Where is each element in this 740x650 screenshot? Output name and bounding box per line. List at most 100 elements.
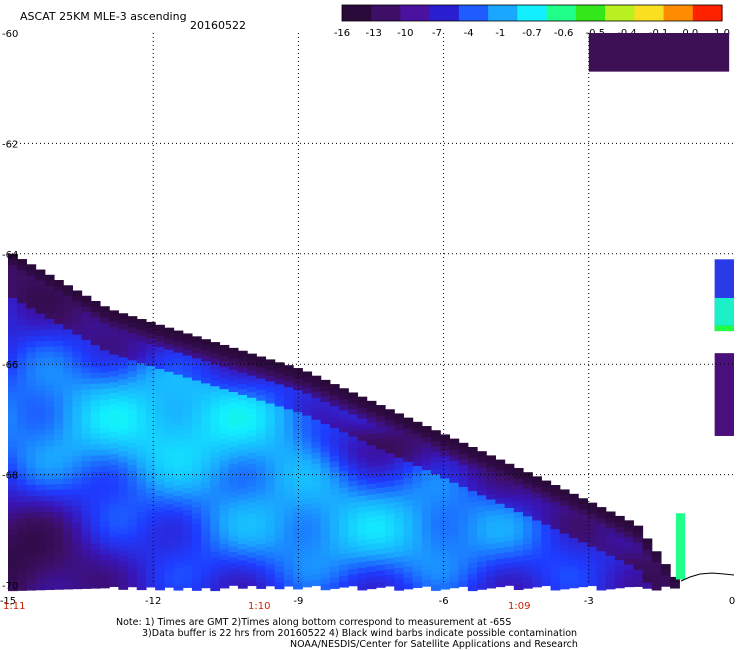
heatmap-cell [17,573,27,580]
heatmap-cell [118,528,129,535]
heatmap-cell [237,394,248,402]
heatmap-cell [440,473,451,480]
heatmap-cell [145,321,156,329]
heatmap-cell [375,543,386,550]
heatmap-cell [109,343,119,350]
heatmap-cell [8,447,18,454]
heatmap-cell [449,576,460,583]
heatmap-cell [109,475,119,483]
heatmap-cell [532,520,542,527]
heatmap-cell [394,573,405,580]
heatmap-cell [228,380,239,388]
heatmap-cell [109,514,119,521]
heatmap-cell [283,453,294,460]
heatmap-cell [8,496,18,503]
heatmap-cell [587,541,598,548]
heatmap-cell [283,459,294,466]
heatmap-cell [403,500,414,507]
heatmap-cell [210,518,221,525]
heatmap-cell [247,530,257,537]
heatmap-cell [127,492,138,499]
heatmap-cell [118,434,129,441]
heatmap-cell [522,543,533,551]
heatmap-cell [44,473,55,480]
heatmap-cell [136,539,147,546]
heatmap-cell [17,512,27,520]
heatmap-cell [210,573,221,581]
heatmap-cell [624,525,634,532]
heatmap-cell [283,530,294,537]
heatmap-cell [624,547,634,555]
heatmap-cell [403,522,414,529]
heatmap-cell [99,422,110,429]
heatmap-cell [8,502,18,509]
heatmap-cell [265,480,276,487]
heatmap-cell [72,411,83,419]
heatmap-cell [228,392,239,399]
heatmap-cell [72,340,83,347]
heatmap-cell [210,342,221,349]
heatmap-cell [458,492,469,499]
heatmap-cell [72,356,83,363]
heatmap-cell [8,397,18,404]
heatmap-cell [53,583,64,590]
heatmap-cell [504,474,515,481]
heatmap-cell [458,464,469,472]
heatmap-cell [182,559,193,566]
heatmap-cell [339,393,349,400]
heatmap-cell [81,444,92,451]
heatmap-cell [90,416,101,424]
heatmap-cell [541,519,552,526]
heatmap-cell [431,573,441,580]
heatmap-cell [127,349,138,356]
heatmap-cell [440,434,451,441]
heatmap-cell [614,565,625,572]
heatmap-cell [63,373,73,380]
heatmap-cell [44,368,55,375]
heatmap-cell [72,445,83,452]
heatmap-cell [513,506,524,513]
heatmap-cell [366,400,377,407]
heatmap-cell [136,423,147,431]
heatmap-cell [72,549,83,557]
heatmap-cell [375,581,386,588]
heatmap-cell [63,439,73,446]
heatmap-cell [53,544,64,552]
heatmap-cell [35,379,46,387]
heatmap-cell [522,516,533,523]
heatmap-cell [532,570,542,577]
heatmap-cell [191,518,202,525]
heatmap-cell [237,450,248,457]
heatmap-cell [522,554,533,562]
heatmap-cell [421,575,432,582]
heatmap-cell [99,400,110,407]
heatmap-cell [26,562,37,569]
heatmap-cell [90,317,101,324]
heatmap-cell [467,463,478,470]
heatmap-cell [17,308,27,315]
heatmap-cell [8,435,18,443]
heatmap-cell [237,554,248,562]
heatmap-cell [495,569,506,577]
heatmap-cell [375,438,386,445]
heatmap-cell [458,453,469,460]
heatmap-cell [339,553,349,560]
heatmap-cell [265,547,276,554]
heatmap-cell [228,425,239,432]
heatmap-cell [495,575,506,582]
heatmap-cell [357,545,368,552]
heatmap-cell [81,499,92,507]
heatmap-cell [311,579,322,587]
heatmap-cell [311,397,322,404]
heatmap-cell [164,504,175,511]
heatmap-cell [237,527,248,534]
heatmap-cell [348,513,359,521]
heatmap-cell [587,563,598,570]
heatmap-cell [109,382,119,389]
heatmap-cell [201,526,211,534]
heatmap-cell [191,369,202,376]
heatmap-cell [53,517,64,524]
heatmap-cell [394,512,405,519]
heatmap-cell [265,536,276,543]
heatmap-cell [256,466,267,474]
